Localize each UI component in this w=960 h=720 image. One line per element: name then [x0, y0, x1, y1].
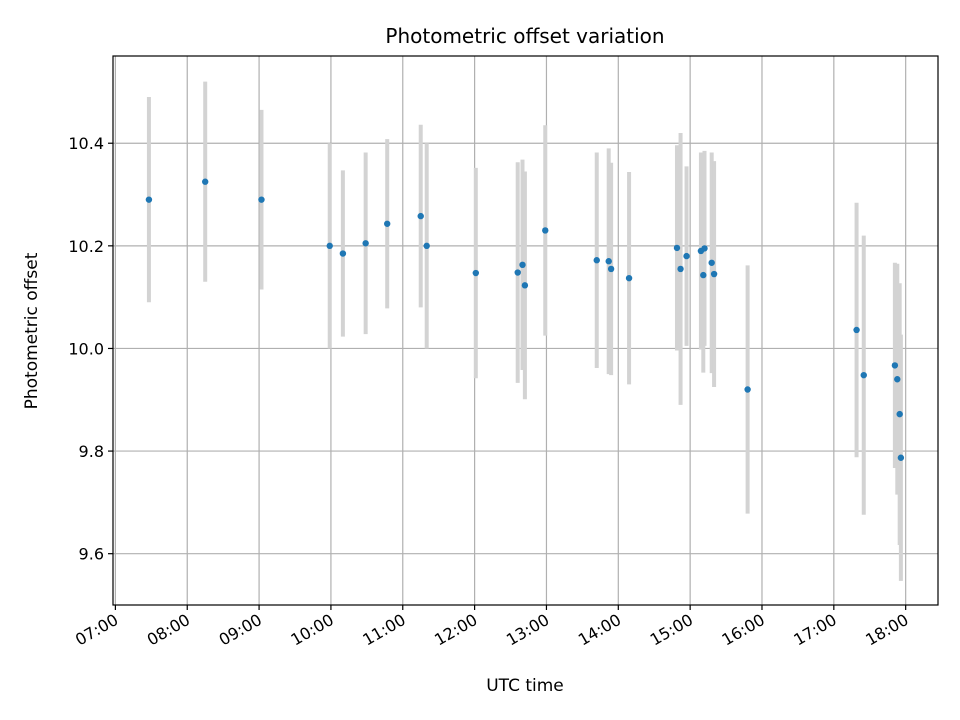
data-point	[201, 178, 209, 185]
data-point	[542, 227, 549, 234]
data-point	[258, 196, 265, 203]
data-point	[472, 269, 480, 277]
plot-frame	[112, 55, 939, 606]
data-point	[683, 252, 690, 260]
data-point	[625, 274, 633, 282]
data-point	[417, 212, 424, 220]
y-axis-title: Photometric offset	[22, 252, 42, 409]
data-point	[423, 242, 430, 250]
data-point	[894, 376, 901, 383]
data-point	[701, 245, 708, 252]
data-point	[710, 270, 718, 278]
y-tick-label: 10.4	[68, 134, 104, 153]
data-point	[521, 282, 529, 289]
data-point	[860, 371, 867, 379]
data-point	[744, 386, 751, 393]
data-point	[700, 271, 707, 279]
data-point	[891, 362, 899, 369]
data-point	[514, 269, 521, 276]
data-point	[145, 196, 153, 203]
data-point	[519, 261, 526, 269]
data-point	[362, 240, 369, 247]
data-point	[677, 265, 684, 273]
data-point	[673, 244, 681, 252]
y-tick-label: 10.0	[68, 339, 104, 358]
data-point	[897, 454, 905, 461]
data-point	[326, 242, 333, 250]
data-point	[896, 410, 903, 418]
y-tick-label: 9.8	[79, 442, 104, 461]
chart-title: Photometric offset variation	[385, 24, 664, 48]
data-point	[708, 259, 715, 266]
data-point	[853, 326, 860, 334]
x-axis-title: UTC time	[486, 676, 564, 696]
data-point	[339, 250, 347, 257]
y-tick-label: 10.2	[68, 237, 104, 256]
data-point	[384, 220, 391, 227]
data-point	[605, 258, 612, 265]
point-layer	[145, 178, 905, 461]
data-point	[593, 257, 600, 264]
y-tick-label: 9.6	[79, 545, 104, 564]
data-point	[607, 265, 615, 273]
